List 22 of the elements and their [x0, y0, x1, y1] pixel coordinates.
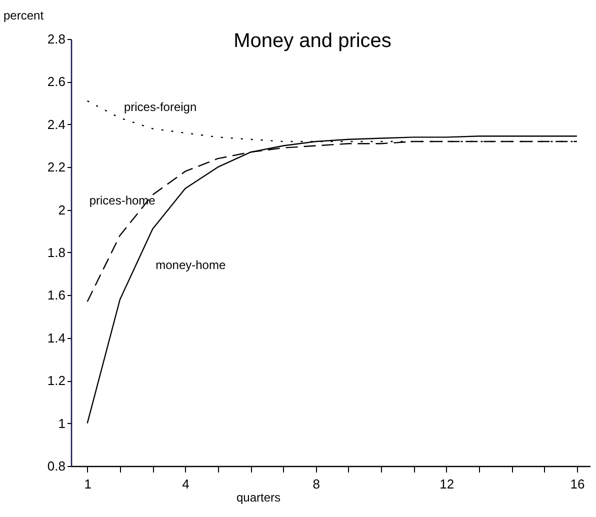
y-tick-label: 1.6 — [47, 288, 66, 303]
x-tick-label: 4 — [182, 476, 190, 492]
y-tick-label: 0.8 — [47, 458, 66, 474]
chart-title: Money and prices — [234, 30, 392, 52]
y-tick-label: 2 — [58, 202, 66, 218]
y-tick-label: 1.4 — [47, 330, 66, 346]
y-tick-label: 2.2 — [47, 160, 66, 175]
y-tick-label: 1 — [58, 416, 66, 431]
y-tick-label: 2.8 — [47, 32, 66, 46]
y-tick-label: 2.6 — [47, 74, 66, 90]
x-tick-label: 16 — [570, 476, 585, 492]
series-label: money-home — [156, 258, 226, 272]
series-label: prices-foreign — [124, 100, 197, 114]
y-tick-label: 1.2 — [47, 373, 66, 388]
x-tick-label: 1 — [84, 476, 92, 492]
x-tick-label: 12 — [440, 476, 454, 492]
series-label: prices-home — [89, 194, 156, 208]
y-tick-label: 2.4 — [47, 116, 66, 132]
x-axis-title: quarters — [236, 490, 281, 504]
y-axis-title: percent — [4, 8, 44, 22]
y-tick-label: 1.8 — [47, 245, 66, 260]
x-tick-label: 8 — [312, 476, 320, 492]
